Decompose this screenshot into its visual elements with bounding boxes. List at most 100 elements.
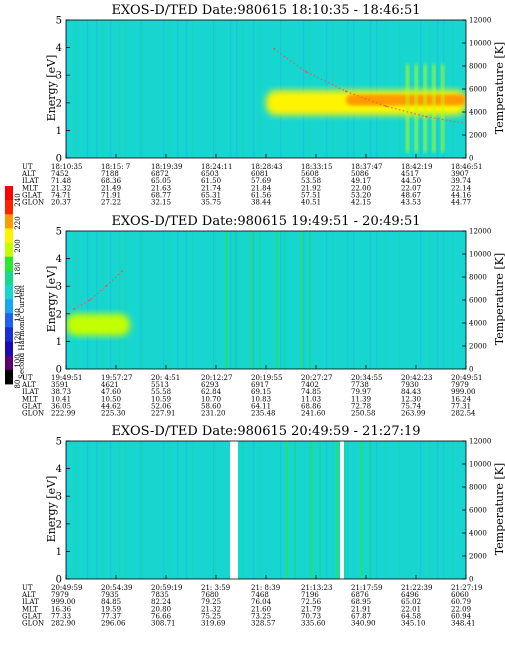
heatmap-texture-stripe xyxy=(186,20,188,158)
heatmap-texture-stripe xyxy=(221,441,223,579)
panel-1-temperature-tick-labels: 0 2000 4000 6000 8000 10000 12000 xyxy=(462,17,491,163)
orbit-table-cell: 263.99 xyxy=(401,410,426,418)
heatmap-streak xyxy=(267,231,270,369)
orbit-row-label: UT xyxy=(22,163,33,171)
orbit-table-cell: 69.15 xyxy=(251,388,271,396)
heatmap-texture-stripe xyxy=(408,441,410,579)
heatmap-texture-stripe xyxy=(414,441,416,579)
energy-tick-label: 2 xyxy=(56,519,62,530)
orbit-table-cell: 348.41 xyxy=(451,620,476,628)
heatmap-texture-stripe xyxy=(303,231,305,369)
colorbar-tick-label: 120 xyxy=(14,331,22,344)
heatmap-texture-stripe xyxy=(332,441,334,579)
orbit-table-cell: 227.91 xyxy=(151,410,176,418)
heatmap-texture-stripe xyxy=(347,231,349,369)
orbit-table-cell: 6872 xyxy=(151,170,169,178)
orbit-row-label: ALT xyxy=(21,381,36,389)
orbit-table-cell: 10.41 xyxy=(51,395,71,403)
heatmap-texture-stripe xyxy=(142,20,144,158)
heatmap-texture-stripe xyxy=(274,441,276,579)
orbit-table-cell: 35.75 xyxy=(201,199,221,207)
orbit-table-cell: 53.58 xyxy=(301,177,321,185)
energy-tick-label: 0 xyxy=(56,154,62,165)
orbit-table-cell: 6496 xyxy=(401,591,419,599)
temperature-tick-label: 2000 xyxy=(469,132,487,140)
heatmap-streak xyxy=(234,231,236,369)
heatmap-streak xyxy=(226,231,228,369)
heatmap-texture-stripe xyxy=(198,231,200,369)
orbit-table-cell: 10.70 xyxy=(201,395,221,403)
heatmap-texture-stripe xyxy=(420,20,422,158)
orbit-table-cell: 7468 xyxy=(251,591,269,599)
colorbar-swatch-12 xyxy=(5,355,13,371)
panel-2-energy-tick-labels: 0 1 2 3 4 5 xyxy=(56,227,70,376)
heatmap-burst-column xyxy=(432,64,436,153)
orbit-table-cell: 49.17 xyxy=(351,177,371,185)
heatmap-streak xyxy=(276,231,278,369)
temperature-tick-label: 4000 xyxy=(469,109,487,117)
orbit-table-cell: 11.39 xyxy=(351,395,371,403)
heatmap-texture-stripe xyxy=(242,20,244,158)
orbit-table-cell: 18:42:19 xyxy=(401,163,432,171)
heatmap-texture-stripe xyxy=(140,20,142,158)
heatmap-texture-stripe xyxy=(452,20,454,158)
heatmap-texture-stripe xyxy=(198,441,200,579)
heatmap-texture-stripe xyxy=(370,231,372,369)
heatmap-data-gap xyxy=(340,441,344,579)
orbit-table-cell: 75.74 xyxy=(401,402,422,410)
heatmap-texture-stripe xyxy=(81,441,83,579)
energy-tick-label: 1 xyxy=(56,547,62,558)
heatmap-texture-stripe xyxy=(131,231,133,369)
heatmap-texture-stripe xyxy=(213,441,215,579)
heatmap-texture-stripe xyxy=(119,20,121,158)
orbit-table-cell: 21: 3:59 xyxy=(201,584,230,592)
orbit-table-cell: 4517 xyxy=(401,170,419,178)
heatmap-texture-stripe xyxy=(154,231,156,369)
heatmap-background xyxy=(66,441,466,579)
energy-tick-label: 3 xyxy=(56,492,62,503)
heatmap-texture-stripe xyxy=(399,441,401,579)
heatmap-texture-stripe xyxy=(66,20,68,158)
orbit-table-cell: 6081 xyxy=(251,170,269,178)
orbit-table-cell: 7930 xyxy=(401,381,419,389)
panel-1-heatmap-cells xyxy=(66,20,466,158)
heatmap-streak xyxy=(301,231,303,369)
orbit-table-cell: 72.56 xyxy=(301,598,322,606)
panel-1-energy-axis-label: Energy [eV] xyxy=(45,55,58,122)
colorbar-swatch-13 xyxy=(5,369,13,385)
heatmap-streak xyxy=(317,231,320,369)
heatmap-flux-band xyxy=(66,313,130,336)
heatmap-texture-stripe xyxy=(175,441,177,579)
heatmap-texture-stripe xyxy=(148,231,150,369)
orbit-table-cell: 64.58 xyxy=(401,612,421,620)
orbit-table-cell: 39.74 xyxy=(451,177,472,185)
orbit-table-cell: 345.10 xyxy=(401,620,426,628)
temperature-trace-line xyxy=(73,270,123,310)
heatmap-texture-stripe xyxy=(104,441,106,579)
orbit-table-cell: 18:10:35 xyxy=(51,163,82,171)
colorbar-tick-label: 200 xyxy=(14,239,22,252)
orbit-table-cell: 21.63 xyxy=(151,184,171,192)
orbit-table-cell: 21.60 xyxy=(251,605,271,613)
orbit-table-cell: 7680 xyxy=(201,591,219,599)
heatmap-texture-stripe xyxy=(102,231,104,369)
orbit-table-cell: 18:19:39 xyxy=(151,163,182,171)
heatmap-texture-stripe xyxy=(288,231,290,369)
heatmap-texture-stripe xyxy=(437,441,439,579)
heatmap-texture-stripe xyxy=(303,20,305,158)
colorbar-swatches xyxy=(5,186,13,385)
temperature-tick-label: 10000 xyxy=(469,251,491,259)
heatmap-data-gap xyxy=(230,441,238,579)
panel-2-energy-axis-label: Energy [eV] xyxy=(45,266,58,333)
orbit-table-cell: 19:57:27 xyxy=(101,374,132,382)
orbit-table-cell: 22.01 xyxy=(401,605,421,613)
colorbar-tick-label: 240 xyxy=(14,193,22,206)
heatmap-texture-stripe xyxy=(215,20,217,158)
orbit-table-cell: 70.73 xyxy=(301,612,321,620)
heatmap-texture-stripe xyxy=(253,441,255,579)
heatmap-texture-stripe xyxy=(376,20,378,158)
orbit-table-cell: 62.84 xyxy=(201,388,222,396)
temperature-tick-label: 0 xyxy=(469,576,473,584)
orbit-table-cell: 6503 xyxy=(201,170,219,178)
orbit-table-cell: 77.37 xyxy=(101,612,121,620)
